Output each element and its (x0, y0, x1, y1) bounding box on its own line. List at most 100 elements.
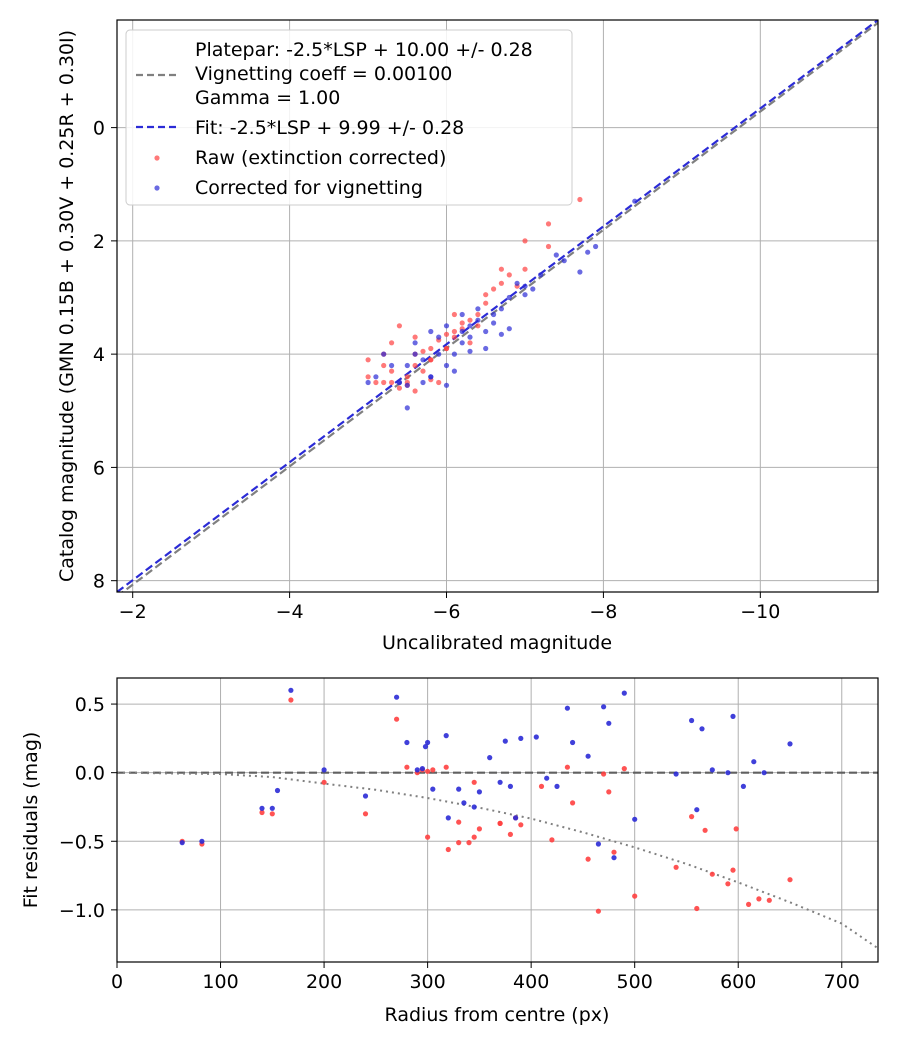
calibration-raw-point (467, 317, 473, 323)
residuals-x-tick-label: 100 (202, 971, 238, 993)
residuals-raw-point (689, 814, 695, 820)
residuals-corrected-point (554, 783, 560, 790)
residuals-raw-point (507, 831, 513, 838)
residuals-x-tick-label: 400 (513, 971, 549, 993)
residuals-raw-point (288, 697, 294, 703)
calibration-corrected-point (436, 351, 442, 357)
calibration-raw-point (389, 340, 395, 346)
residuals-corrected-point (513, 815, 519, 821)
residuals-corrected-point (269, 805, 275, 811)
residuals-x-tick-label: 300 (409, 971, 445, 993)
calibration-x-tick-label: −8 (589, 601, 617, 623)
calibration-x-tick-label: −6 (432, 601, 460, 623)
residuals-corrected-point (689, 717, 695, 724)
residuals-raw-point (456, 819, 462, 825)
calibration-corrected-point (404, 405, 410, 411)
residuals-corrected-point (362, 793, 369, 799)
residuals-corrected-point (502, 738, 508, 744)
calibration-corrected-point (404, 382, 410, 388)
calibration-fit-lines (117, 20, 878, 592)
calibration-raw-point (436, 379, 442, 386)
residuals-raw-point (733, 826, 739, 832)
calibration-y-tick-label: 0 (93, 118, 105, 140)
calibration-raw-point (475, 311, 481, 318)
residuals-reference-lines (117, 771, 878, 950)
calibration-corrected-point (420, 357, 426, 363)
residuals-raw-point (702, 827, 708, 833)
residuals-raw-point (601, 771, 607, 777)
calibration-raw-point (491, 286, 497, 292)
calibration-x-tick-label: −10 (740, 601, 780, 623)
calibration-line-platepar (121, 21, 878, 592)
residuals-raw-point (694, 905, 700, 912)
calibration-corrected-point (443, 362, 450, 369)
calibration-corrected-point (451, 351, 457, 357)
residuals-raw-point (269, 811, 275, 817)
calibration-corrected-point (498, 306, 504, 312)
calibration-corrected-point (475, 306, 481, 312)
calibration-corrected-point (381, 351, 387, 357)
residuals-corrected-point (585, 753, 591, 759)
calibration-corrected-point (491, 320, 497, 326)
residuals-corrected-point (259, 805, 265, 811)
legend-platepar-label: Platepar: -2.5*LSP + 10.00 +/- 0.28 (195, 39, 533, 61)
residuals-corrected-point (570, 739, 576, 746)
residuals-raw-point (606, 789, 612, 795)
calibration-corrected-point (420, 379, 426, 386)
calibration-corrected-point (514, 280, 520, 286)
residuals-raw-point (466, 840, 472, 846)
calibration-corrected-point (491, 311, 497, 318)
residuals-raw-point (673, 864, 679, 870)
calibration-ticks: −2 −4 −6 −8 −10 0 2 4 6 8 (93, 118, 780, 623)
residuals-y-tick-label: −1.0 (59, 900, 105, 922)
residuals-corrected-point (461, 800, 467, 806)
legend-vignetting-label: Vignetting coeff = 0.00100 (195, 63, 452, 85)
calibration-raw-point (420, 348, 426, 354)
calibration-corrected-point (522, 292, 528, 298)
residuals-raw-point (611, 849, 617, 855)
calibration-corrected-point (412, 340, 418, 346)
calibration-raw-point (475, 323, 481, 329)
residuals-corrected-point (507, 783, 513, 790)
calibration-raw-point (545, 221, 552, 227)
residuals-corrected-point (419, 766, 425, 772)
residuals-axes-frame (116, 677, 879, 963)
calibration-raw-point (506, 272, 512, 278)
residuals-y-axis-label: Fit residuals (mag) (20, 732, 42, 909)
residuals-raw-point (497, 820, 503, 827)
calibration-corrected-point (593, 243, 599, 250)
calibration-corrected-point (632, 198, 638, 204)
residuals-x-tick-label: 0 (111, 971, 123, 993)
calibration-raw-point (381, 362, 387, 369)
residuals-corrected-point (321, 767, 327, 773)
calibration-y-tick-label: 6 (93, 457, 105, 479)
residuals-corrected-point (394, 694, 400, 700)
residuals-raw-point (564, 764, 571, 770)
residuals-raw-point (321, 779, 327, 785)
calibration-corrected-point (428, 374, 434, 380)
calibration-raw-point (389, 368, 395, 374)
residuals-corrected-point (425, 739, 431, 746)
residuals-corrected-point (787, 741, 793, 747)
residuals-raw-point (471, 834, 477, 840)
calibration-raw-point (365, 374, 371, 380)
calibration-raw-point (498, 266, 504, 272)
residuals-points (179, 687, 793, 914)
residuals-raw-point (425, 768, 431, 774)
residuals-x-tick-label: 700 (824, 971, 860, 993)
residuals-corrected-point (673, 771, 679, 777)
residuals-corrected-point (487, 755, 493, 761)
residuals-raw-point (549, 837, 555, 843)
residuals-corrected-point (445, 815, 451, 821)
residuals-corrected-point (632, 816, 638, 822)
residuals-corrected-point (740, 783, 747, 790)
residuals-corrected-point (730, 713, 736, 720)
residuals-corrected-point (761, 770, 767, 776)
calibration-corrected-point (483, 328, 489, 335)
calibration-raw-point (467, 340, 473, 346)
calibration-corrected-point (467, 348, 473, 354)
calibration-raw-point (451, 328, 457, 335)
residuals-raw-point (456, 840, 462, 846)
